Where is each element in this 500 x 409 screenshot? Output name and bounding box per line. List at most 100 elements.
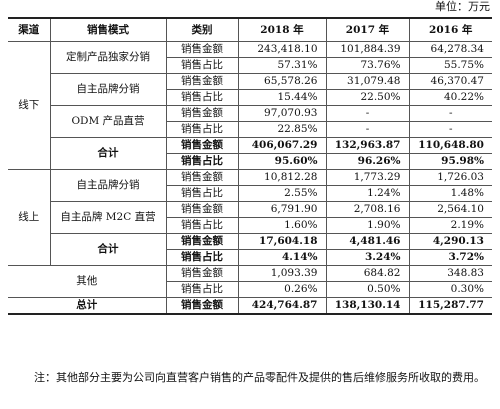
table-row: 销售占比 0.26% 0.50% 0.30% xyxy=(8,281,492,298)
value-cell: 2,564.10 xyxy=(408,201,492,218)
table-row: 其他 销售金额 1,093.39 684.82 348.83 xyxy=(8,265,492,298)
value-cell: 348.83 xyxy=(408,265,492,282)
value-cell: 15.44% xyxy=(237,89,326,106)
value-cell: 138,130.14 xyxy=(325,297,409,315)
mode-cell: 自主品牌分销 xyxy=(49,73,166,106)
channel-online: 线上 xyxy=(8,169,50,266)
table-row: 线上 自主品牌分销 销售金额 10,812.28 1,773.29 1,726.… xyxy=(8,169,492,266)
grand-total-row: 总计 销售金额 424,764.87 138,130.14 115,287.77 xyxy=(8,297,492,315)
value-cell: 132,963.87 xyxy=(325,137,409,154)
header-mode: 销售模式 xyxy=(49,17,166,42)
category-cell: 销售金额 xyxy=(165,137,238,154)
header-row: 渠道 销售模式 类别 2018 年 2017 年 2016 年 xyxy=(8,17,492,42)
table-row: 销售占比 1.60% 1.90% 2.19% xyxy=(8,217,492,234)
category-cell: 销售金额 xyxy=(165,297,238,315)
category-cell: 销售占比 xyxy=(165,217,238,234)
header-channel: 渠道 xyxy=(8,17,50,42)
table-row: 销售占比 4.14% 3.24% 3.72% xyxy=(8,249,492,266)
table-row: 线下 定制产品独家分销 销售金额 243,418.10 101,884.39 6… xyxy=(8,41,492,170)
value-cell: 4,481.46 xyxy=(325,233,409,250)
table-row: ODM 产品直营 销售金额 97,070.93 - - xyxy=(8,105,492,138)
category-cell: 销售金额 xyxy=(165,41,238,58)
header-2018: 2018 年 xyxy=(237,17,326,42)
value-cell: 55.75% xyxy=(408,57,492,74)
value-cell: 46,370.47 xyxy=(408,73,492,90)
category-cell: 销售占比 xyxy=(165,281,238,298)
table-row: 销售占比 15.44% 22.50% 40.22% xyxy=(8,89,492,106)
table-row: 合计 销售金额 17,604.18 4,481.46 4,290.13 xyxy=(8,233,492,266)
category-cell: 销售占比 xyxy=(165,185,238,202)
category-cell: 销售金额 xyxy=(165,233,238,250)
category-cell: 销售金额 xyxy=(165,105,238,122)
value-cell: 2,708.16 xyxy=(325,201,409,218)
value-cell: 424,764.87 xyxy=(237,297,326,315)
value-cell: 115,287.77 xyxy=(408,297,492,315)
value-cell: 95.60% xyxy=(237,153,326,170)
value-cell: 40.22% xyxy=(408,89,492,106)
category-cell: 销售金额 xyxy=(165,169,238,186)
category-cell: 销售占比 xyxy=(165,153,238,170)
unit-label: 单位：万元 xyxy=(435,0,490,13)
other-label: 其他 xyxy=(8,265,166,298)
table-row: 自主品牌 M2C 直营 销售金额 6,791.90 2,708.16 2,564… xyxy=(8,201,492,234)
value-cell: 1.60% xyxy=(237,217,326,234)
sales-channel-table: 渠道 销售模式 类别 2018 年 2017 年 2016 年 线下 定制产品独… xyxy=(8,17,492,315)
value-cell: 0.30% xyxy=(408,281,492,298)
category-cell: 销售占比 xyxy=(165,249,238,266)
value-cell: 1,726.03 xyxy=(408,169,492,186)
channel-offline: 线下 xyxy=(8,41,50,170)
mode-cell: 定制产品独家分销 xyxy=(49,41,166,74)
value-cell: 22.50% xyxy=(325,89,409,106)
grand-total-label: 总计 xyxy=(8,297,166,315)
value-cell: 3.24% xyxy=(325,249,409,266)
category-cell: 销售占比 xyxy=(165,57,238,74)
header-2017: 2017 年 xyxy=(325,17,409,42)
table-row: 销售占比 95.60% 96.26% 95.98% xyxy=(8,153,492,170)
category-cell: 销售占比 xyxy=(165,89,238,106)
mode-cell: ODM 产品直营 xyxy=(49,105,166,138)
value-cell: 1.24% xyxy=(325,185,409,202)
value-cell: 65,578.26 xyxy=(237,73,326,90)
value-cell: 6,791.90 xyxy=(237,201,326,218)
value-cell: 1.48% xyxy=(408,185,492,202)
value-cell: - xyxy=(325,105,409,122)
header-2016: 2016 年 xyxy=(408,17,492,42)
value-cell: 31,079.48 xyxy=(325,73,409,90)
value-cell: 1,093.39 xyxy=(237,265,326,282)
mode-cell: 自主品牌分销 xyxy=(49,169,166,202)
value-cell: 97,070.93 xyxy=(237,105,326,122)
value-cell: 73.76% xyxy=(325,57,409,74)
value-cell: 0.26% xyxy=(237,281,326,298)
value-cell: - xyxy=(408,121,492,138)
category-cell: 销售金额 xyxy=(165,265,238,282)
category-cell: 销售金额 xyxy=(165,73,238,90)
value-cell: 10,812.28 xyxy=(237,169,326,186)
value-cell: 1.90% xyxy=(325,217,409,234)
subtotal-label: 合计 xyxy=(49,137,166,170)
header-category: 类别 xyxy=(165,17,238,42)
value-cell: 17,604.18 xyxy=(237,233,326,250)
table-row: 合计 销售金额 406,067.29 132,963.87 110,648.80 xyxy=(8,137,492,170)
value-cell: 1,773.29 xyxy=(325,169,409,186)
value-cell: 64,278.34 xyxy=(408,41,492,58)
value-cell: 406,067.29 xyxy=(237,137,326,154)
value-cell: 684.82 xyxy=(325,265,409,282)
table-row: 自主品牌分销 销售金额 65,578.26 31,079.48 46,370.4… xyxy=(8,73,492,106)
value-cell: 57.31% xyxy=(237,57,326,74)
value-cell: 22.85% xyxy=(237,121,326,138)
subtotal-label: 合计 xyxy=(49,233,166,266)
table-row: 销售占比 2.55% 1.24% 1.48% xyxy=(8,185,492,202)
value-cell: 101,884.39 xyxy=(325,41,409,58)
value-cell: 2.55% xyxy=(237,185,326,202)
value-cell: 95.98% xyxy=(408,153,492,170)
value-cell: 96.26% xyxy=(325,153,409,170)
category-cell: 销售金额 xyxy=(165,201,238,218)
value-cell: 4.14% xyxy=(237,249,326,266)
value-cell: 3.72% xyxy=(408,249,492,266)
mode-cell: 自主品牌 M2C 直营 xyxy=(49,201,166,234)
footnote: 注：其他部分主要为公司向直营客户销售的产品零配件及提供的售后维修服务所收取的费用… xyxy=(34,371,485,384)
value-cell: 243,418.10 xyxy=(237,41,326,58)
value-cell: 4,290.13 xyxy=(408,233,492,250)
value-cell: - xyxy=(408,105,492,122)
value-cell: 2.19% xyxy=(408,217,492,234)
